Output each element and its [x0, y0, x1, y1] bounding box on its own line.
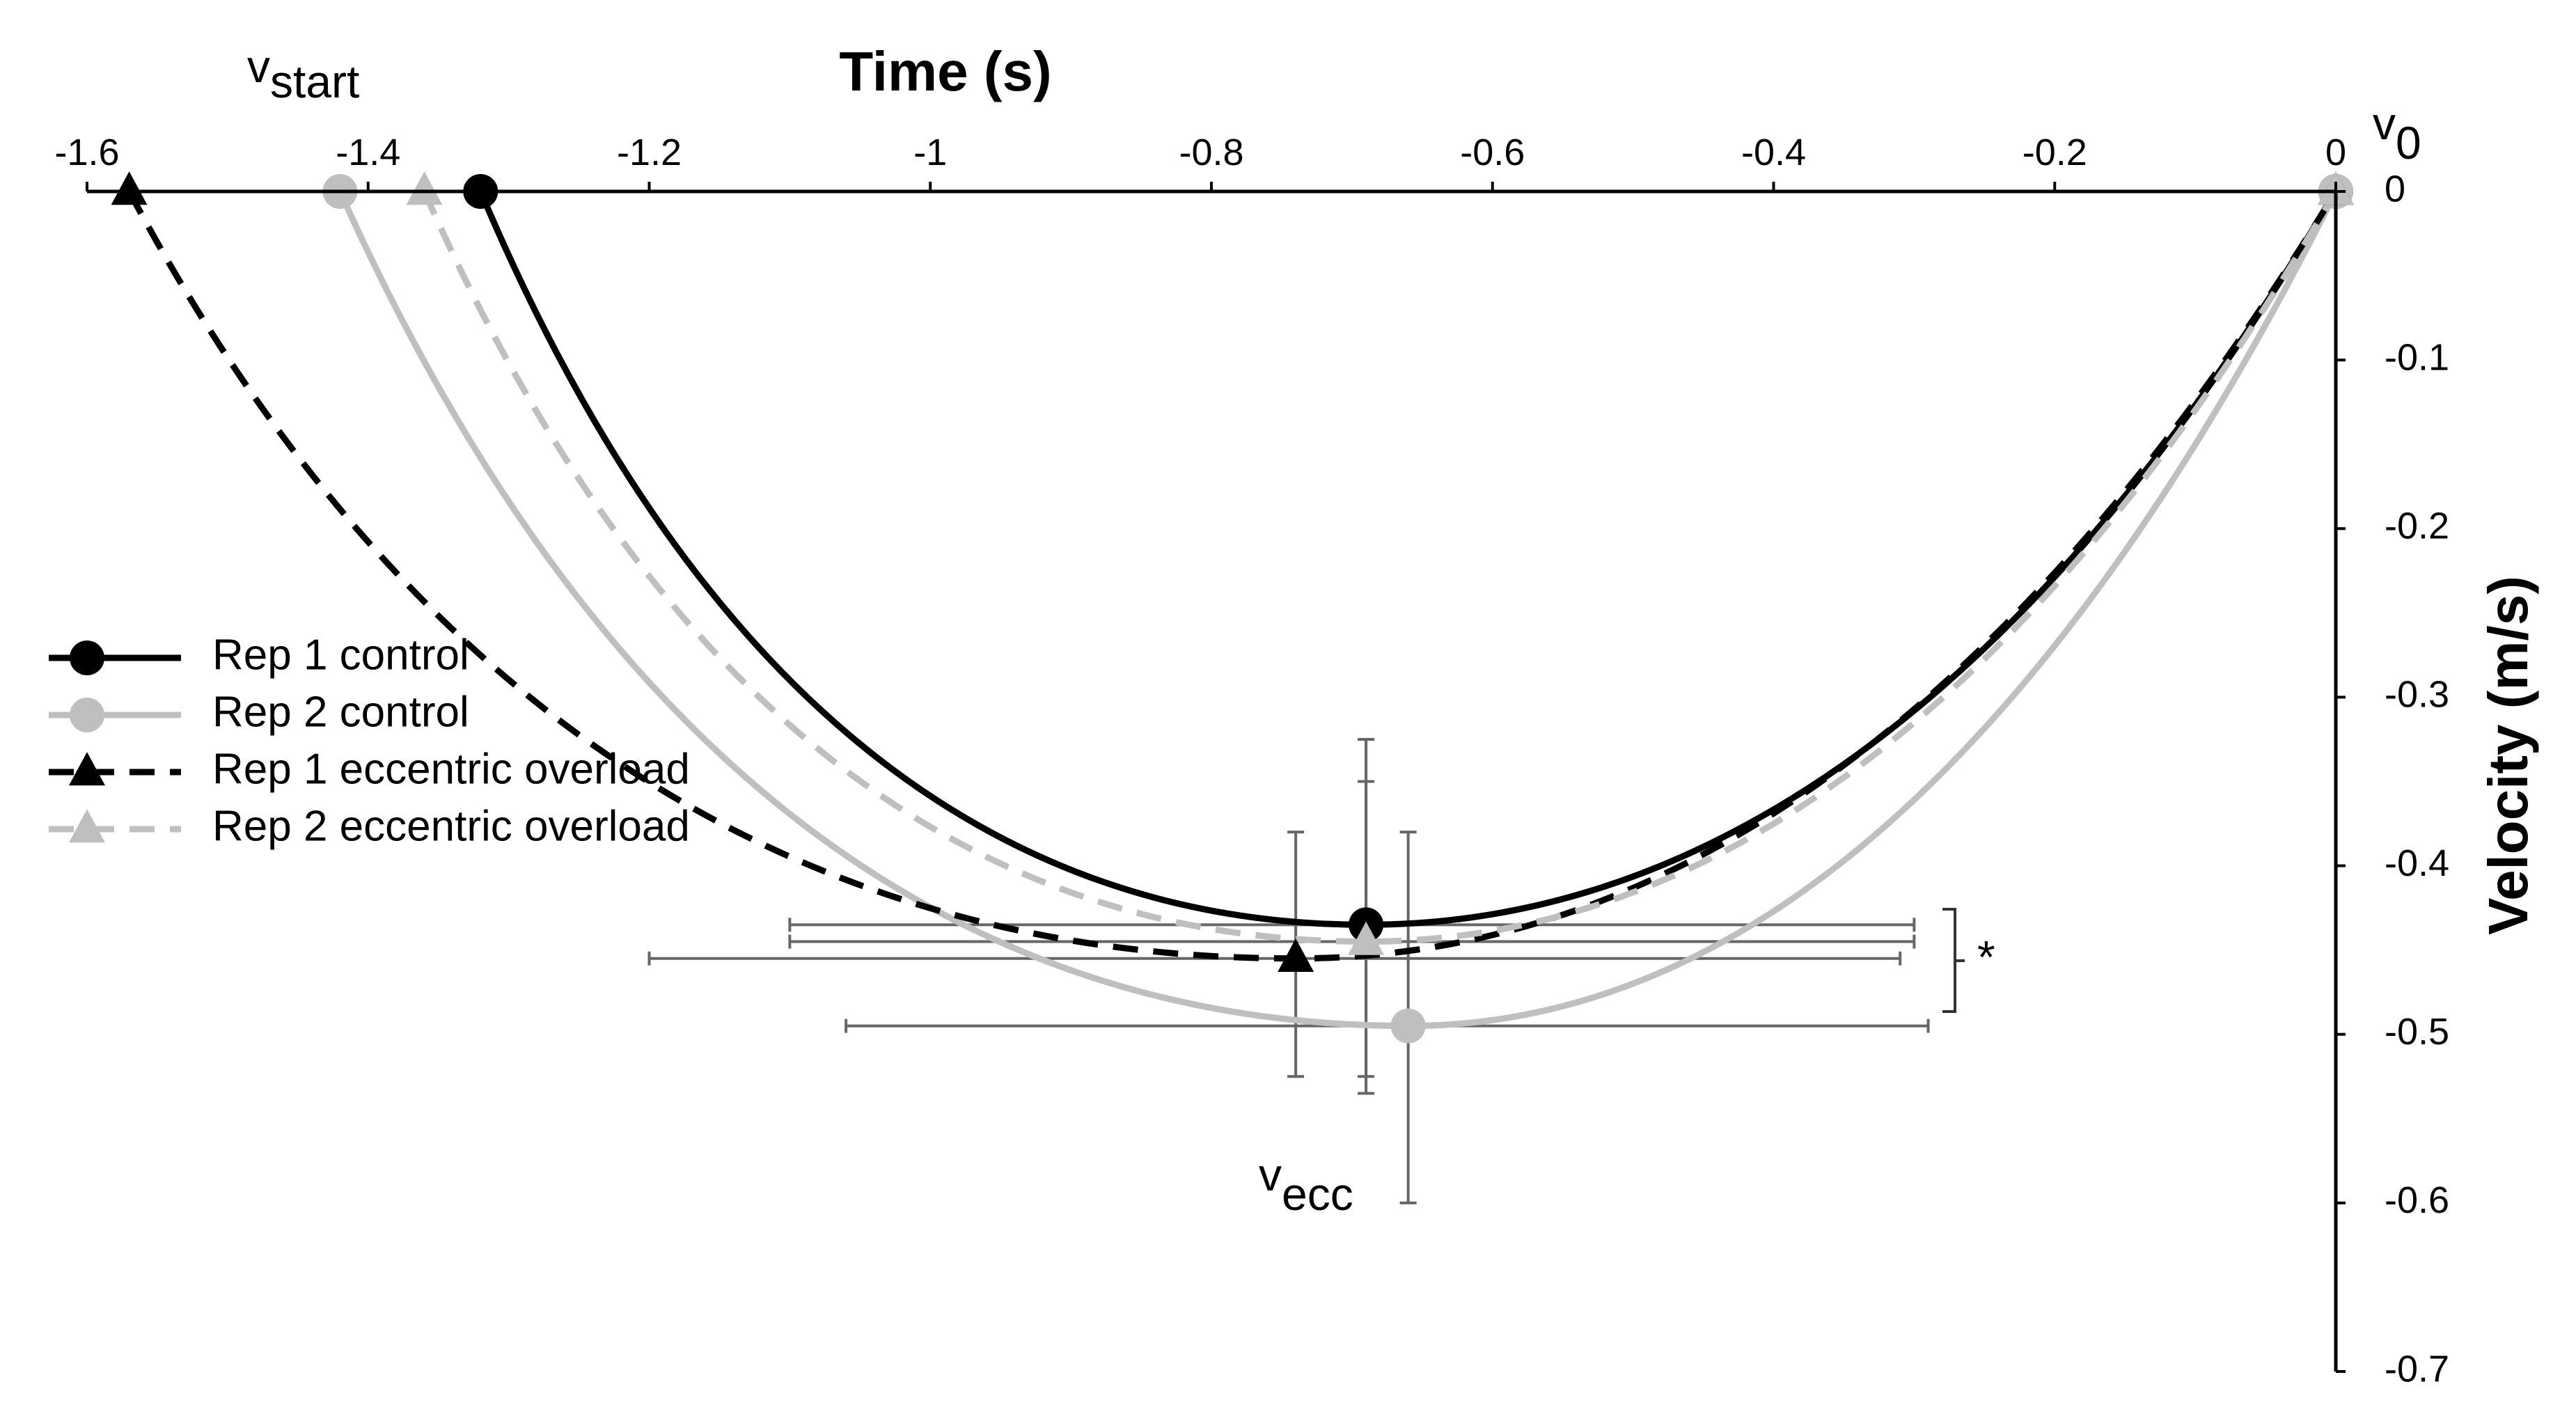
x-tick-label: -1.6 [54, 132, 119, 173]
rep-2-eccentric-overload-min-point [1348, 921, 1385, 955]
legend: Rep 1 control Rep 2 control Rep 1 eccentri… [49, 631, 690, 850]
legend-label-rep-1-control: Rep 1 control [212, 631, 469, 679]
legend-label-rep-1-eccentric-overload: Rep 1 eccentric overload [212, 745, 690, 793]
rep-2-control-line [337, 189, 2339, 1030]
x-tick-label: 0 [2325, 132, 2346, 173]
x-tick-label: -0.6 [1460, 132, 1525, 173]
legend-marker-rep-1-eccentric-overload [69, 752, 105, 786]
x-tick-label: -0.8 [1179, 132, 1243, 173]
significance-marker: * [1977, 931, 1995, 982]
rep-2-control-min-point [1390, 1008, 1426, 1044]
series-markers [111, 171, 2354, 1044]
y-tick-label: -0.3 [2385, 674, 2449, 716]
x-tick-label: -1.4 [336, 132, 400, 173]
v-ecc-annotation: vecc [1259, 1149, 1353, 1220]
y-axis-title: Velocity (m/s) [2477, 576, 2539, 935]
legend-marker-rep-1-control [70, 640, 104, 675]
y-tick-label: -0.1 [2385, 336, 2449, 378]
legend-marker-rep-2-eccentric-overload [69, 809, 105, 843]
legend-label-rep-2-eccentric-overload: Rep 2 eccentric overload [212, 802, 690, 850]
y-tick-label: 0 [2385, 168, 2405, 210]
legend-label-rep-2-control: Rep 2 control [212, 688, 469, 736]
rep-1-control-line [478, 189, 2339, 928]
legend-marker-rep-2-control [70, 698, 104, 732]
y-tick-label: -0.4 [2385, 842, 2449, 884]
y-tick-label: -0.2 [2385, 505, 2449, 547]
v-zero-annotation: v0 [2373, 97, 2421, 168]
rep-1-eccentric-overload-min-point [1278, 938, 1314, 972]
tick-marks-and-labels: -1.6 -1.4 -1.2 -1 -0.8 -0.6 -0.4 -0.2 00 -0.1 -0.2… [54, 132, 2449, 1390]
rep-1-eccentric-overload-start-point [111, 171, 148, 205]
series-curves [126, 189, 2339, 1030]
x-tick-label: -0.4 [1741, 132, 1806, 173]
y-tick-label: -0.7 [2385, 1348, 2449, 1390]
x-axis-title: Time (s) [839, 40, 1051, 102]
rep-2-eccentric-overload-line [421, 189, 2339, 945]
x-tick-label: -1 [913, 132, 947, 173]
v-start-annotation: vstart [247, 40, 359, 107]
y-tick-label: -0.5 [2385, 1011, 2449, 1053]
y-tick-label: -0.6 [2385, 1179, 2449, 1221]
rep-2-eccentric-overload-start-point [406, 171, 443, 205]
x-tick-label: -0.2 [2023, 132, 2087, 173]
significance-bracket [1942, 908, 1965, 1013]
x-tick-label: -1.2 [617, 132, 682, 173]
